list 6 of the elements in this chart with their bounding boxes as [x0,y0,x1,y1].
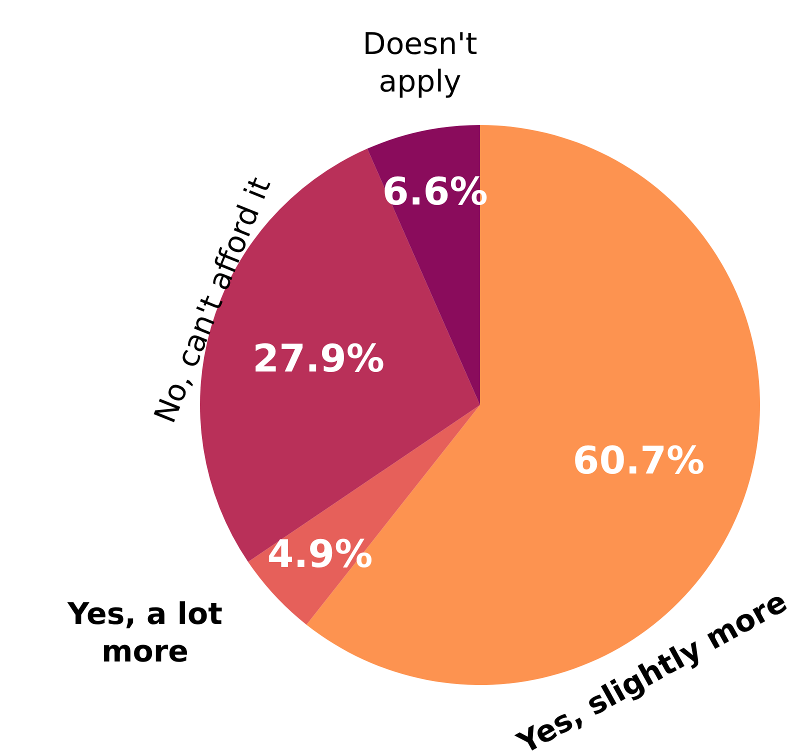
slice-label: Yes, a lot more [66,597,222,670]
data-label: 60.7% [572,438,705,482]
pie-slice [248,405,480,625]
slice-label: Doesn't apply [362,27,478,100]
data-label: 4.9% [267,532,373,576]
data-label: 27.9% [252,336,385,381]
